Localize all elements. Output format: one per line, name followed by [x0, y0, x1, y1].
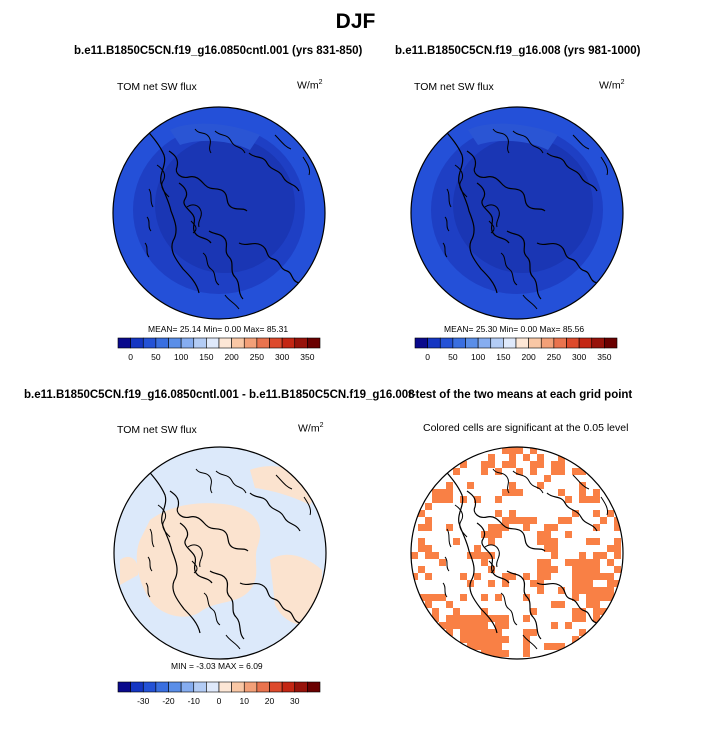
colorbar-swatch — [515, 337, 529, 349]
colorbar-swatch — [591, 337, 605, 349]
ttest-title: t-test of the two means at each grid poi… — [408, 389, 633, 401]
significant-cells — [411, 447, 621, 657]
case1-map — [112, 106, 326, 320]
colorbar-swatch — [414, 337, 428, 349]
case1-variable: TOM net SW flux — [117, 81, 197, 93]
colorbar-swatch — [490, 337, 504, 349]
colorbar-swatch — [307, 337, 321, 349]
colorbar-swatch — [206, 681, 220, 693]
colorbar-label: 200 — [522, 352, 536, 362]
colorbar-swatch — [281, 337, 296, 349]
colorbar-swatch — [307, 681, 321, 693]
colorbar-swatch — [193, 337, 207, 349]
colorbar-label: 0 — [128, 352, 133, 362]
colorbar-swatch — [206, 337, 220, 349]
case2-map — [410, 106, 624, 320]
colorbar-swatch — [281, 681, 296, 693]
case1-units: W/m2 — [297, 79, 323, 92]
colorbar-swatch — [540, 337, 555, 349]
colorbar-swatch — [566, 337, 580, 349]
colorbar-label: 30 — [290, 696, 300, 706]
colorbar-swatch — [465, 337, 479, 349]
colorbar-label: 10 — [240, 696, 250, 706]
case1-stats: MEAN= 25.14 Min= 0.00 Max= 85.31 — [148, 324, 289, 334]
colorbar-swatch — [180, 337, 195, 349]
colorbar-swatch — [117, 337, 131, 349]
colorbar-swatch — [439, 337, 454, 349]
colorbar-swatch — [117, 681, 131, 693]
colorbar-label: 300 — [572, 352, 586, 362]
colorbar-label: 150 — [199, 352, 213, 362]
colorbar-swatch — [477, 337, 492, 349]
colorbar-swatch — [553, 337, 567, 349]
colorbar-swatch — [142, 337, 157, 349]
colorbar-swatch — [452, 337, 466, 349]
colorbar-swatch — [193, 681, 207, 693]
diff-map — [113, 446, 327, 660]
colorbar-label: 0 — [217, 696, 222, 706]
case2-colorbar: 0 50 100 150 200 250 300 350 — [414, 337, 618, 362]
colorbar-label: 20 — [265, 696, 275, 706]
colorbar-swatch — [503, 337, 517, 349]
colorbar-swatch — [231, 681, 245, 693]
colorbar-label: 200 — [225, 352, 239, 362]
colorbar-swatch — [218, 681, 232, 693]
figure-title: DJF — [335, 10, 376, 33]
colorbar-swatch — [427, 337, 441, 349]
diff-units: W/m2 — [298, 422, 324, 435]
colorbar-label: -10 — [188, 696, 201, 706]
colorbar-label: 0 — [425, 352, 430, 362]
colorbar-swatch — [256, 681, 270, 693]
case2-title: b.e11.B1850C5CN.f19_g16.008 (yrs 981-100… — [395, 45, 641, 57]
colorbar-swatch — [155, 681, 169, 693]
colorbar-label: 100 — [471, 352, 485, 362]
colorbar-swatch — [130, 681, 144, 693]
colorbar-swatch — [155, 337, 169, 349]
diff-variable: TOM net SW flux — [117, 424, 197, 436]
diff-colorbar: -30 -20 -10 0 10 20 30 — [117, 681, 321, 706]
ttest-map — [410, 446, 624, 660]
colorbar-swatch — [243, 337, 258, 349]
colorbar-swatch — [243, 681, 258, 693]
colorbar-label: -20 — [162, 696, 175, 706]
colorbar-label: 350 — [300, 352, 314, 362]
colorbar-label: 350 — [597, 352, 611, 362]
colorbar-swatch — [142, 681, 157, 693]
case1-colorbar: 0 50 100 150 200 250 300 350 — [117, 337, 321, 362]
diff-title: b.e11.B1850C5CN.f19_g16.0850cntl.001 - b… — [24, 389, 415, 401]
colorbar-swatch — [168, 681, 182, 693]
colorbar-label: 250 — [250, 352, 264, 362]
case2-units: W/m2 — [599, 79, 625, 92]
colorbar-label: -30 — [137, 696, 150, 706]
colorbar-swatch — [256, 337, 270, 349]
case1-title: b.e11.B1850C5CN.f19_g16.0850cntl.001 (yr… — [74, 45, 363, 57]
colorbar-swatch — [528, 337, 542, 349]
colorbar-label: 50 — [151, 352, 161, 362]
colorbar-swatch — [218, 337, 232, 349]
colorbar-swatch — [130, 337, 144, 349]
colorbar-swatch — [294, 337, 308, 349]
colorbar-label: 300 — [275, 352, 289, 362]
colorbar-label: 250 — [547, 352, 561, 362]
ttest-subtitle: Colored cells are significant at the 0.0… — [423, 422, 629, 434]
colorbar-swatch — [578, 337, 593, 349]
colorbar-swatch — [269, 681, 283, 693]
colorbar-swatch — [231, 337, 245, 349]
colorbar-swatch — [294, 681, 308, 693]
colorbar-label: 100 — [174, 352, 188, 362]
colorbar-swatch — [604, 337, 618, 349]
colorbar-swatch — [180, 681, 195, 693]
colorbar-swatch — [269, 337, 283, 349]
case2-stats: MEAN= 25.30 Min= 0.00 Max= 85.56 — [444, 324, 585, 334]
diff-stats: MIN = -3.03 MAX = 6.09 — [171, 661, 263, 671]
colorbar-label: 150 — [496, 352, 510, 362]
case2-variable: TOM net SW flux — [414, 81, 494, 93]
colorbar-label: 50 — [448, 352, 458, 362]
colorbar-swatch — [168, 337, 182, 349]
